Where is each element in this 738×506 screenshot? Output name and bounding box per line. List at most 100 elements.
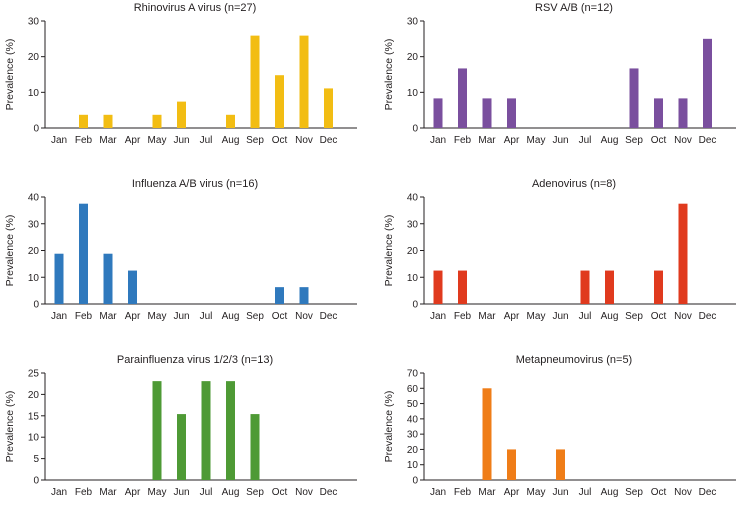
bar [433, 270, 443, 304]
y-axis-label: Prevalence (%) [383, 391, 395, 463]
bar [458, 270, 467, 304]
x-tick-label: Oct [651, 135, 667, 146]
bar [177, 101, 186, 128]
x-tick-label: Jan [51, 311, 67, 322]
y-tick-label: 10 [28, 433, 40, 444]
x-tick-label: Jan [430, 135, 446, 146]
x-tick-label: Jul [200, 135, 213, 146]
x-tick-label: Jan [430, 487, 446, 498]
x-tick-label: Apr [504, 135, 520, 146]
x-tick-label: Sep [625, 487, 643, 498]
x-tick-label: Apr [504, 311, 520, 322]
x-tick-label: Feb [75, 311, 93, 322]
x-tick-label: Jun [552, 487, 568, 498]
x-tick-label: Aug [222, 311, 240, 322]
x-tick-label: May [527, 487, 546, 498]
x-tick-label: Dec [699, 487, 717, 498]
x-tick-label: Feb [75, 135, 93, 146]
y-tick-label: 40 [407, 414, 419, 425]
chart-title: Rhinovirus A virus (n=27) [134, 2, 257, 14]
x-tick-label: Mar [478, 135, 496, 146]
x-tick-label: Feb [75, 487, 93, 498]
x-tick-label: Apr [504, 487, 520, 498]
y-tick-label: 0 [33, 124, 39, 135]
bar [482, 388, 492, 480]
y-tick-label: 0 [412, 476, 418, 487]
y-tick-label: 25 [28, 369, 40, 380]
x-tick-label: May [527, 135, 546, 146]
x-tick-label: Jan [430, 311, 446, 322]
x-tick-label: Oct [272, 135, 288, 146]
bar [201, 381, 211, 480]
y-tick-label: 20 [407, 445, 419, 456]
y-tick-label: 50 [407, 399, 419, 410]
y-axis-label: Prevalence (%) [4, 391, 16, 463]
bar [226, 114, 235, 128]
chart-panel: Metapneumovirus (n=5) Prevalence (%) 0 10 20… [383, 354, 736, 498]
x-tick-label: Nov [295, 135, 313, 146]
bar [152, 114, 162, 128]
bar [79, 203, 88, 304]
bar [678, 203, 688, 304]
y-tick-label: 20 [407, 246, 419, 257]
y-tick-label: 70 [407, 369, 419, 380]
chart-panel: Influenza A/B virus (n=16) Prevalence (%)… [4, 178, 357, 322]
bar [250, 414, 260, 480]
x-tick-label: Aug [222, 487, 240, 498]
x-tick-label: May [148, 487, 167, 498]
bar [507, 98, 516, 128]
x-tick-label: Nov [295, 487, 313, 498]
x-tick-label: Mar [478, 487, 496, 498]
x-tick-label: May [148, 311, 167, 322]
chart-panel: RSV A/B (n=12) Prevalence (%) 0 10 20 30 Jan Fe… [383, 2, 736, 146]
bar [482, 98, 492, 128]
y-tick-label: 30 [407, 430, 419, 441]
x-tick-label: Dec [320, 135, 338, 146]
bar [299, 35, 309, 128]
x-tick-label: Sep [625, 135, 643, 146]
y-axis-label: Prevalence (%) [4, 215, 16, 287]
bar [629, 68, 639, 128]
y-tick-label: 15 [28, 411, 40, 422]
x-tick-label: Sep [246, 135, 264, 146]
x-tick-label: Nov [674, 135, 692, 146]
x-tick-label: Mar [99, 311, 117, 322]
chart-panel: Parainfluenza virus 1/2/3 (n=13) Prevalen… [4, 354, 357, 498]
bar [275, 75, 284, 128]
y-tick-label: 20 [28, 390, 40, 401]
bar [226, 381, 235, 480]
bar [128, 270, 137, 304]
y-tick-label: 10 [28, 273, 40, 284]
x-tick-label: Dec [320, 487, 338, 498]
x-tick-label: Mar [478, 311, 496, 322]
bar [678, 98, 688, 128]
chart-title: Adenovirus (n=8) [532, 178, 616, 190]
x-tick-label: Jun [173, 311, 189, 322]
chart-title: Parainfluenza virus 1/2/3 (n=13) [117, 354, 273, 366]
y-tick-label: 0 [412, 124, 418, 135]
y-axis-label: Prevalence (%) [383, 39, 395, 111]
bar [580, 270, 590, 304]
x-tick-label: Jun [552, 135, 568, 146]
bar [103, 114, 113, 128]
x-tick-label: Oct [272, 311, 288, 322]
x-tick-label: Jun [552, 311, 568, 322]
bar [152, 381, 162, 480]
y-tick-label: 20 [407, 52, 419, 63]
x-tick-label: Jul [579, 311, 592, 322]
x-tick-label: Jul [579, 487, 592, 498]
bar [250, 35, 260, 128]
y-tick-label: 0 [33, 476, 39, 487]
chart-panel: Adenovirus (n=8) Prevalence (%) 0 10 20 30 40 J… [383, 178, 736, 322]
bar [654, 270, 663, 304]
x-tick-label: Oct [272, 487, 288, 498]
bar [507, 449, 516, 480]
y-tick-label: 30 [28, 17, 40, 28]
x-tick-label: May [148, 135, 167, 146]
chart-panel: Rhinovirus A virus (n=27) Prevalence (%) 0… [4, 2, 357, 146]
x-tick-label: Feb [454, 135, 472, 146]
x-tick-label: Mar [99, 487, 117, 498]
chart-title: Metapneumovirus (n=5) [516, 354, 632, 366]
